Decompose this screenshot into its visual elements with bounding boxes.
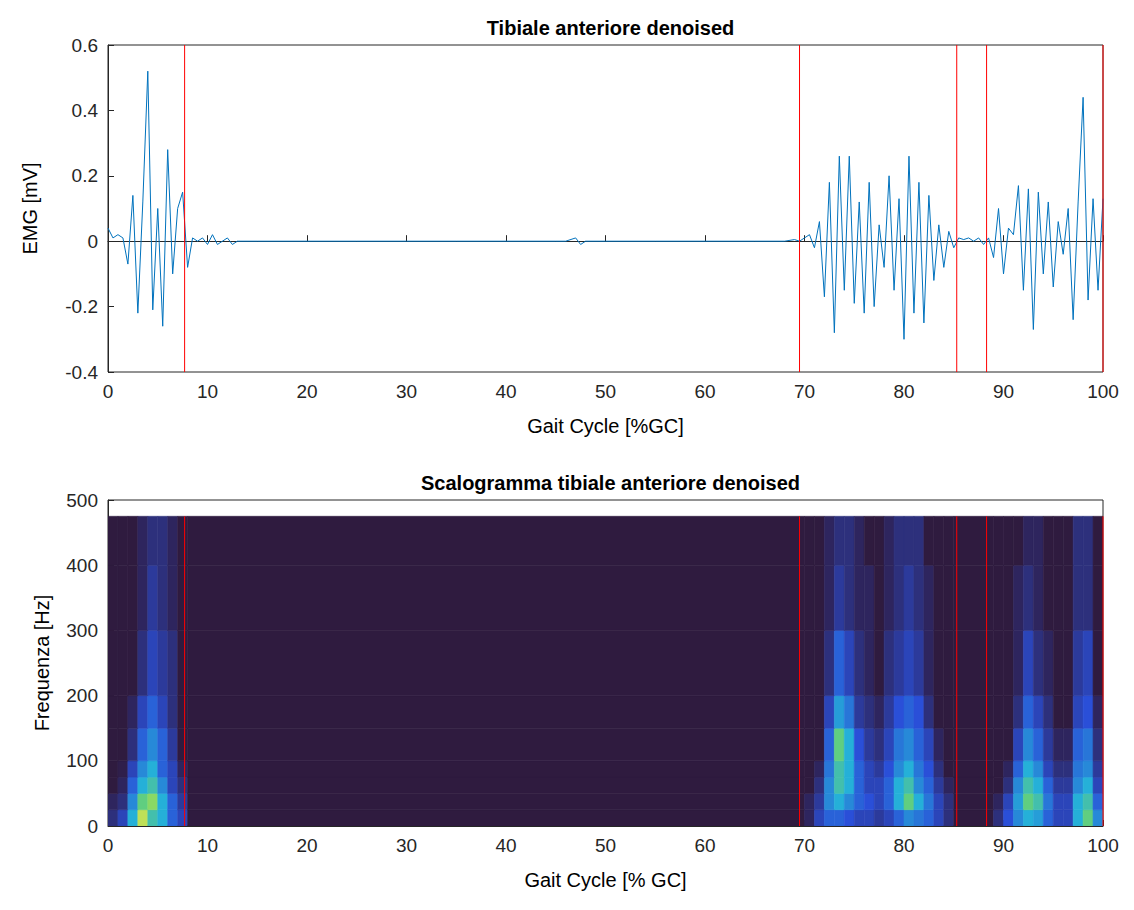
svg-text:Gait Cycle [%GC]: Gait Cycle [%GC] [527, 415, 684, 437]
svg-text:10: 10 [197, 835, 218, 856]
svg-text:0.2: 0.2 [72, 165, 98, 186]
svg-text:100: 100 [1087, 835, 1119, 856]
svg-text:-0.2: -0.2 [65, 296, 98, 317]
svg-text:30: 30 [396, 835, 417, 856]
svg-text:90: 90 [993, 835, 1014, 856]
svg-text:300: 300 [66, 620, 98, 641]
svg-text:Tibiale anteriore denoised: Tibiale anteriore denoised [487, 17, 734, 39]
svg-text:0: 0 [103, 835, 114, 856]
svg-text:50: 50 [595, 835, 616, 856]
svg-text:Frequenza [Hz]: Frequenza [Hz] [31, 595, 53, 732]
svg-text:500: 500 [66, 490, 98, 511]
svg-text:EMG [mV]: EMG [mV] [19, 162, 41, 254]
svg-text:0: 0 [103, 381, 114, 402]
svg-text:20: 20 [296, 381, 317, 402]
svg-text:10: 10 [197, 381, 218, 402]
svg-text:60: 60 [694, 835, 715, 856]
svg-text:30: 30 [396, 381, 417, 402]
svg-text:400: 400 [66, 555, 98, 576]
svg-text:40: 40 [495, 835, 516, 856]
svg-text:80: 80 [893, 381, 914, 402]
svg-text:100: 100 [1087, 381, 1119, 402]
svg-text:60: 60 [694, 381, 715, 402]
svg-text:0: 0 [87, 231, 98, 252]
svg-text:90: 90 [993, 381, 1014, 402]
svg-text:40: 40 [495, 381, 516, 402]
svg-text:80: 80 [893, 835, 914, 856]
svg-text:70: 70 [794, 381, 815, 402]
svg-text:100: 100 [66, 750, 98, 771]
svg-text:50: 50 [595, 381, 616, 402]
svg-text:-0.4: -0.4 [65, 362, 98, 383]
svg-text:70: 70 [794, 835, 815, 856]
svg-text:Gait Cycle [% GC]: Gait Cycle [% GC] [524, 869, 686, 891]
svg-text:20: 20 [296, 835, 317, 856]
svg-text:0: 0 [87, 816, 98, 837]
svg-text:0.6: 0.6 [72, 35, 98, 56]
svg-text:Scalogramma tibiale anteriore: Scalogramma tibiale anteriore denoised [421, 472, 800, 494]
svg-text:200: 200 [66, 685, 98, 706]
svg-text:0.4: 0.4 [72, 100, 99, 121]
